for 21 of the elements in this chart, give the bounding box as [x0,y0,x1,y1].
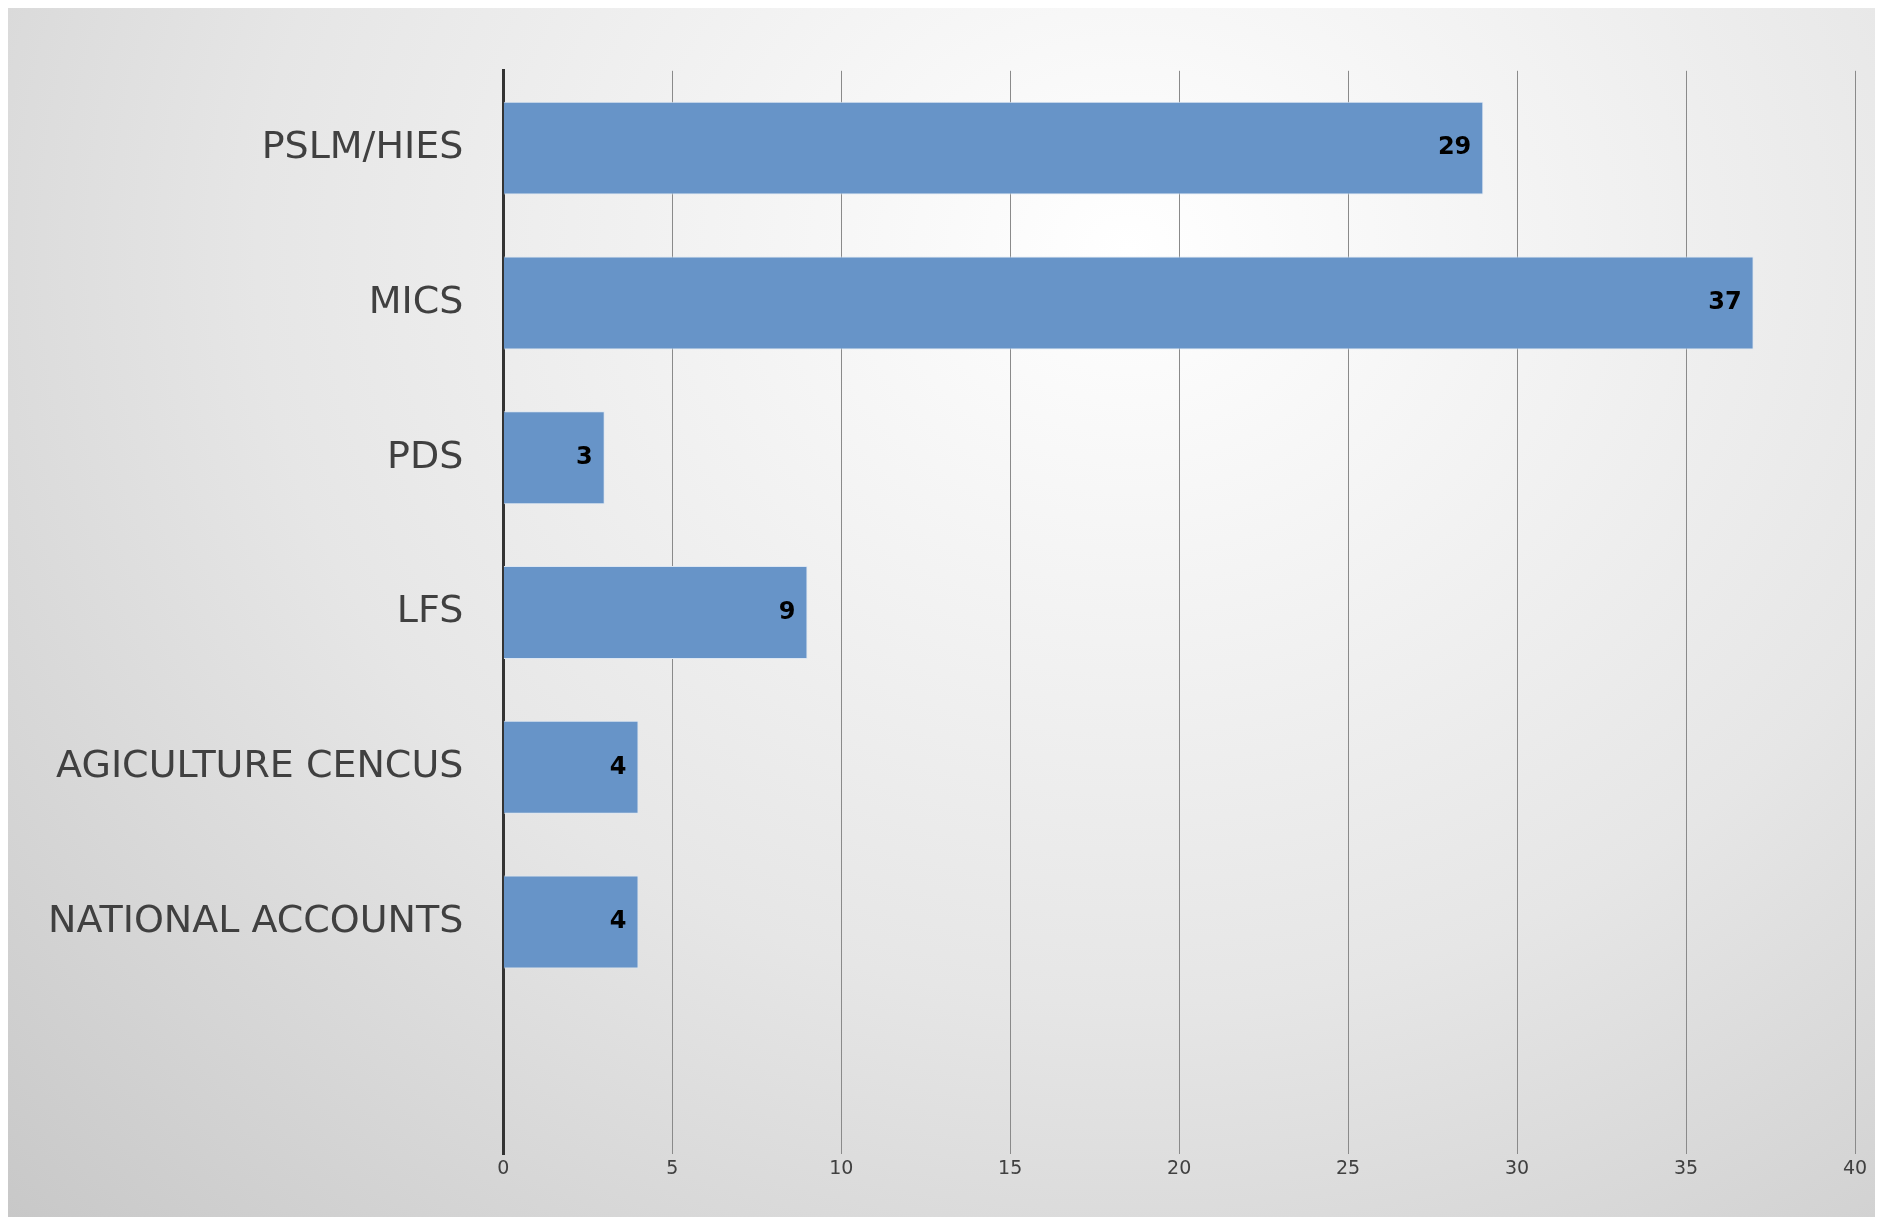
data-label: 29 [1437,132,1472,161]
x-tick-label: 5 [666,1155,679,1178]
x-tick-label: 10 [829,1155,854,1178]
data-label: 9 [778,596,796,625]
x-tick-label: 25 [1336,1155,1361,1178]
x-tick-label: 0 [497,1155,510,1178]
x-tick-label: 30 [1504,1155,1530,1178]
data-label: 3 [576,441,593,470]
data-label: 37 [1708,287,1742,316]
y-tick-label: LFS [396,587,464,632]
y-tick-label: PDS [387,432,464,477]
x-tick-label: 40 [1842,1155,1868,1178]
y-tick-label: NATIONAL ACCOUNTS [47,896,464,941]
x-tick-label: 15 [998,1155,1023,1178]
y-tick-label: PSLM/HIES [261,123,464,168]
x-tick-label: 35 [1673,1155,1699,1178]
data-label: 4 [609,906,627,935]
data-label: 4 [609,751,627,780]
x-tick-label: 20 [1167,1155,1192,1178]
y-tick-label: AGICULTURE CENCUS [56,742,464,787]
y-tick-label: MICS [368,277,464,322]
